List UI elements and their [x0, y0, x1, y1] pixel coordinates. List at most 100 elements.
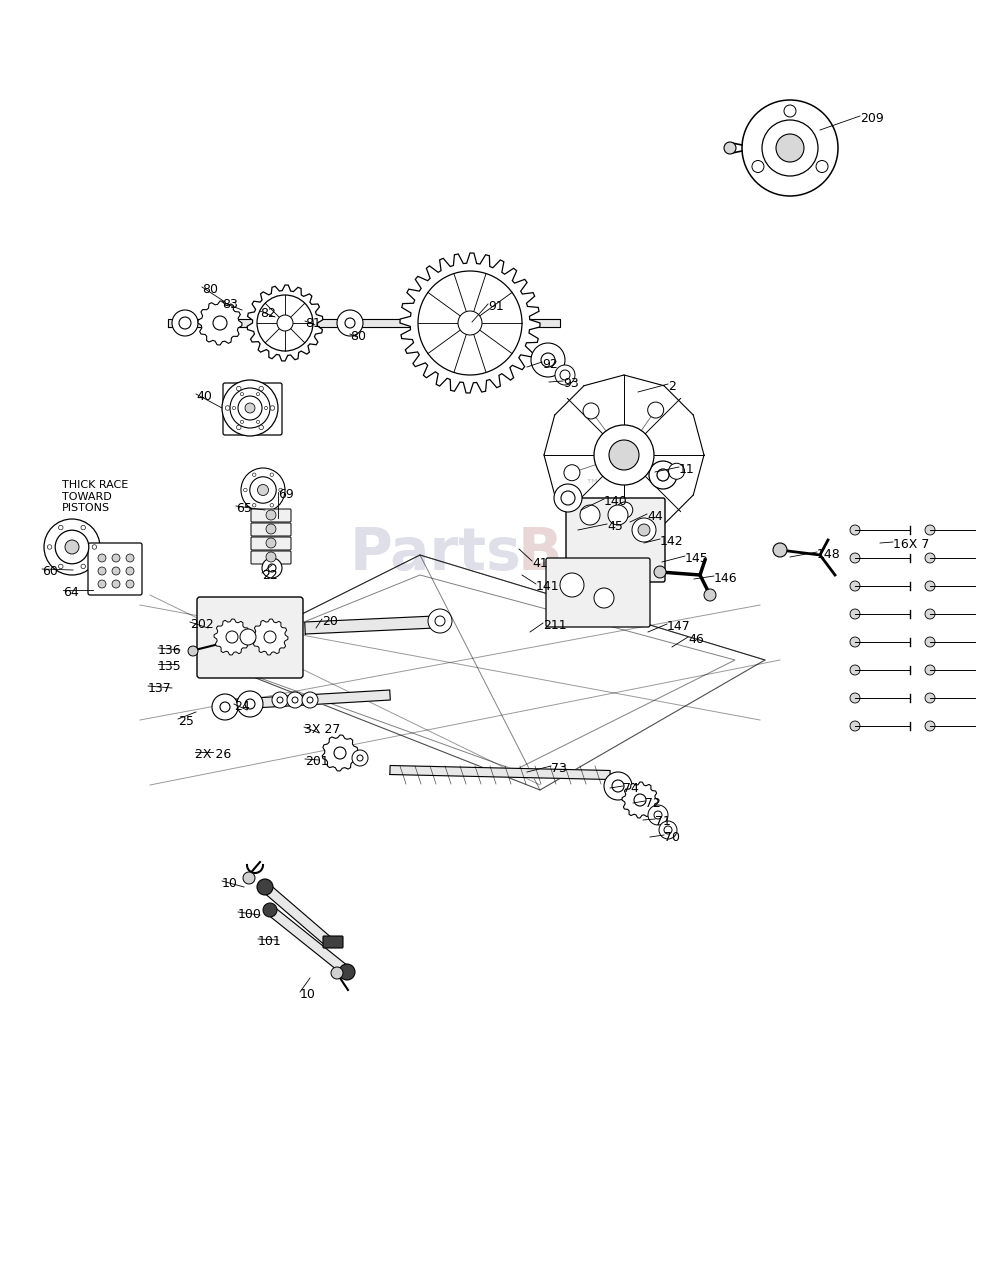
Circle shape [257, 485, 268, 495]
Text: 72: 72 [645, 797, 661, 810]
FancyBboxPatch shape [251, 550, 291, 564]
Text: 145: 145 [685, 552, 709, 564]
Circle shape [266, 552, 276, 562]
Text: THICK RACE
TOWARD
PISTONS: THICK RACE TOWARD PISTONS [62, 480, 129, 513]
Circle shape [925, 553, 935, 563]
Circle shape [81, 525, 85, 530]
Circle shape [179, 317, 191, 329]
Text: 82: 82 [260, 307, 276, 320]
Circle shape [55, 530, 89, 563]
Text: 2: 2 [668, 380, 675, 393]
Circle shape [612, 780, 624, 792]
Circle shape [112, 554, 120, 562]
Text: Parts: Parts [350, 525, 522, 582]
Circle shape [256, 393, 259, 396]
Text: 44: 44 [647, 509, 663, 524]
Circle shape [270, 503, 274, 507]
Circle shape [925, 637, 935, 646]
Circle shape [925, 692, 935, 703]
Circle shape [357, 755, 363, 762]
Polygon shape [390, 765, 610, 780]
Circle shape [632, 518, 656, 541]
Circle shape [850, 692, 860, 703]
Circle shape [236, 387, 241, 390]
Circle shape [44, 518, 100, 575]
Circle shape [339, 964, 355, 980]
Text: 147: 147 [667, 620, 690, 634]
Circle shape [669, 463, 684, 479]
Circle shape [81, 564, 85, 568]
Circle shape [555, 365, 575, 385]
Circle shape [126, 567, 134, 575]
Circle shape [554, 484, 582, 512]
Circle shape [435, 616, 445, 626]
Circle shape [256, 420, 259, 424]
Circle shape [188, 646, 198, 657]
Polygon shape [220, 690, 391, 710]
Circle shape [638, 524, 650, 536]
Text: 140: 140 [604, 495, 628, 508]
Circle shape [220, 701, 230, 712]
Circle shape [230, 388, 270, 428]
Circle shape [240, 628, 256, 645]
Circle shape [594, 588, 614, 608]
Circle shape [98, 580, 106, 588]
Circle shape [270, 406, 275, 411]
Circle shape [126, 554, 134, 562]
Circle shape [250, 477, 276, 503]
Circle shape [172, 310, 198, 337]
Circle shape [531, 343, 565, 378]
Text: 20: 20 [322, 614, 338, 628]
Circle shape [925, 721, 935, 731]
Circle shape [212, 694, 238, 719]
Text: 142: 142 [660, 535, 683, 548]
Text: 41: 41 [532, 557, 548, 570]
Circle shape [112, 580, 120, 588]
Text: 211: 211 [543, 620, 567, 632]
Circle shape [264, 631, 276, 643]
Circle shape [850, 637, 860, 646]
Polygon shape [198, 301, 242, 346]
Text: 3X 27: 3X 27 [304, 723, 340, 736]
Circle shape [262, 558, 282, 579]
Circle shape [850, 609, 860, 620]
Text: 40: 40 [196, 390, 212, 403]
Circle shape [47, 545, 51, 549]
Text: 25: 25 [178, 716, 194, 728]
Text: 83: 83 [222, 298, 238, 311]
Circle shape [850, 581, 860, 591]
Circle shape [213, 316, 227, 330]
Text: 141: 141 [536, 580, 560, 593]
Circle shape [270, 474, 274, 476]
Circle shape [345, 317, 355, 328]
Circle shape [241, 468, 285, 512]
Circle shape [243, 872, 255, 884]
Polygon shape [305, 616, 435, 634]
Circle shape [266, 509, 276, 520]
Circle shape [657, 468, 669, 481]
Circle shape [648, 805, 668, 826]
Circle shape [850, 525, 860, 535]
Circle shape [752, 160, 764, 173]
Circle shape [257, 294, 313, 351]
Circle shape [243, 488, 247, 492]
FancyBboxPatch shape [323, 936, 343, 948]
Circle shape [237, 691, 263, 717]
Circle shape [232, 407, 235, 410]
Circle shape [307, 698, 313, 703]
Circle shape [608, 506, 628, 525]
Circle shape [226, 631, 238, 643]
Circle shape [266, 538, 276, 548]
Circle shape [541, 353, 555, 367]
Text: 74: 74 [623, 782, 639, 795]
Circle shape [594, 425, 654, 485]
Polygon shape [400, 253, 540, 393]
Circle shape [560, 370, 570, 380]
Circle shape [257, 879, 273, 895]
Circle shape [352, 750, 368, 765]
Circle shape [784, 105, 796, 116]
Text: 80: 80 [202, 283, 218, 296]
Circle shape [92, 545, 97, 549]
Circle shape [302, 692, 318, 708]
Circle shape [98, 554, 106, 562]
